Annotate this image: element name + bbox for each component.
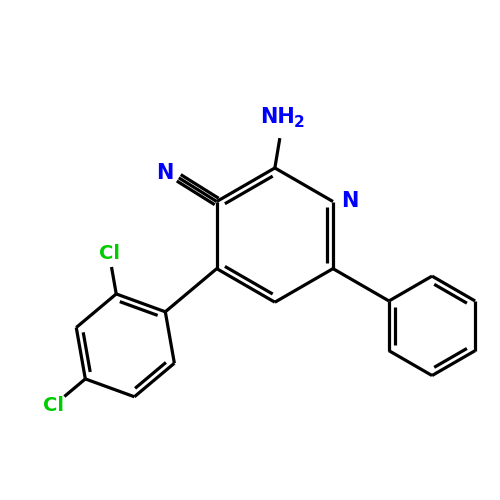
Text: N: N	[156, 163, 174, 183]
Text: Cl: Cl	[98, 244, 119, 263]
Text: N: N	[342, 190, 359, 210]
Text: NH: NH	[260, 107, 294, 127]
Text: Cl: Cl	[43, 396, 64, 415]
Text: 2: 2	[294, 114, 304, 130]
